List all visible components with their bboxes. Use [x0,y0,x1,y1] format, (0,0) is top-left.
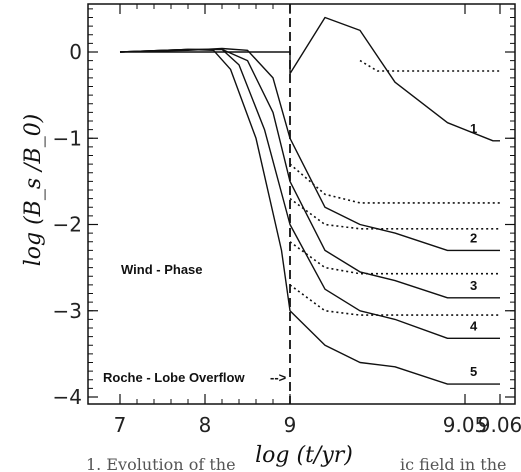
curve-label: 5 [470,364,477,379]
tick-labels: 7 8 9 9.059.06 0 −1 −2 −3 −4 [53,40,521,437]
x-axis-title: log (t/yr) [255,443,353,468]
x-tick-label: 9.05 [443,413,488,437]
dotted-series-line [289,163,500,204]
x-tick-label: 8 [199,413,212,437]
curve-label: 3 [470,278,477,293]
wind-phase-annotation: Wind - Phase [121,262,203,277]
dotted-series-line [359,59,500,72]
y-tick-label: −2 [53,213,82,237]
x-tick-label: 7 [114,413,127,437]
y-tick-label: 0 [69,40,82,64]
x-tick-label: 9.06 [478,413,521,437]
y-tick-label: −4 [53,385,82,409]
curve-labels: 1 2 3 4 5 [470,121,478,379]
dotted-series-line [289,197,500,230]
caption-fragment-right: ic field in the [400,455,506,472]
roche-lobe-annotation: Roche - Lobe Overflow [103,370,245,385]
ticks [88,4,515,404]
curve-label: 1 [470,121,477,136]
series-line-5 [119,48,500,385]
dotted-series-line [289,284,500,316]
curve-label: 2 [470,230,477,245]
plot-frame [87,3,516,405]
y-tick-label: −1 [53,126,82,150]
y-tick-label: −3 [53,299,82,323]
series-layer [119,16,500,385]
y-axis-title: log (B_s /B_0) [21,114,46,267]
dotted-series-line [289,241,500,275]
series-line-4 [119,48,500,339]
caption-fragment-left: 1. Evolution of the [86,455,236,472]
curve-label: 4 [470,318,478,333]
series-line-1 [120,16,500,142]
x-tick-label: 9 [284,413,297,437]
roche-arrow: --> [270,370,287,385]
